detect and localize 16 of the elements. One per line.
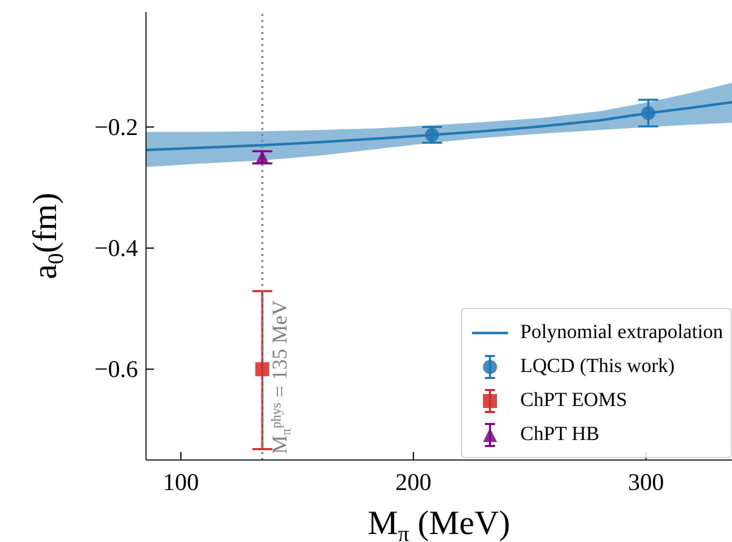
point	[425, 128, 440, 142]
x-tick-label: 200	[395, 470, 432, 496]
y-tick-label: −0.2	[94, 115, 138, 142]
legend-label: Polynomial extrapolation	[520, 321, 723, 343]
line-series	[146, 100, 732, 152]
y-tick-label: −0.4	[94, 236, 138, 262]
legend-label: ChPT HB	[520, 423, 600, 445]
point	[255, 150, 270, 164]
x-tick-label: 100	[162, 470, 199, 496]
point	[641, 106, 656, 120]
legend-label: LQCD (This work)	[520, 355, 675, 377]
x-tick-label: 300	[628, 470, 664, 496]
legend-label: ChPT EOMS	[520, 389, 628, 411]
x-axis-title: M$_{π}$ (MeV)	[368, 505, 510, 542]
point	[255, 362, 270, 376]
y-tick-label: −0.6	[94, 357, 138, 384]
